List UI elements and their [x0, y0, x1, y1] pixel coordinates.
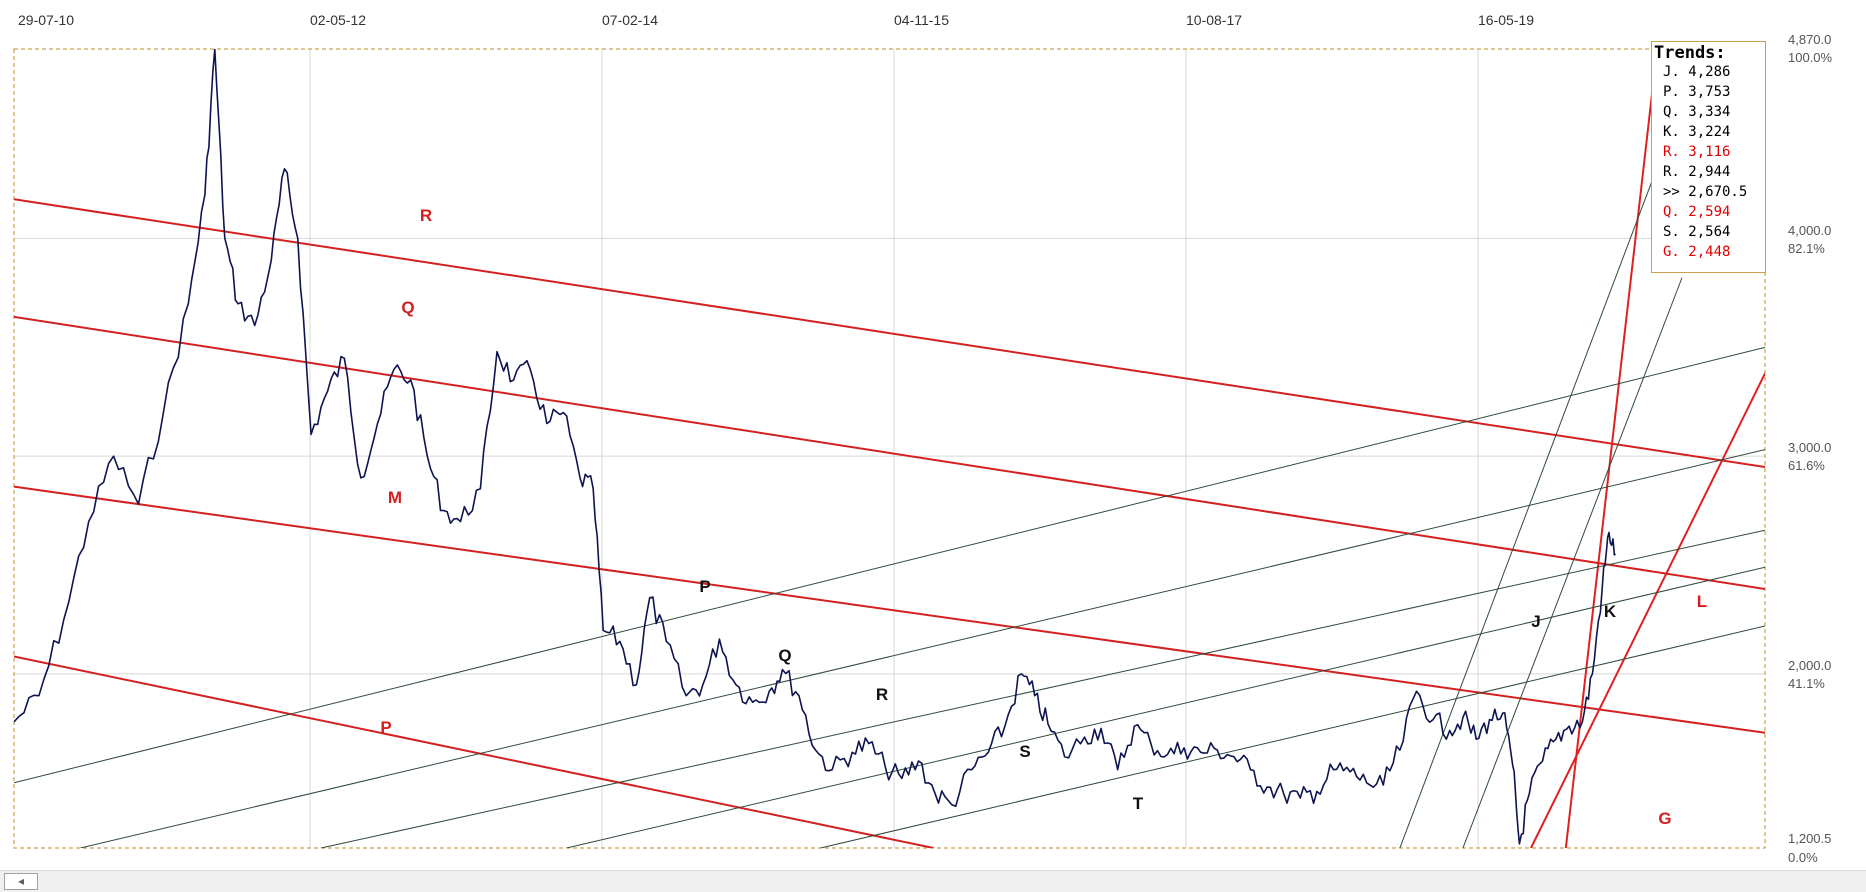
x-tick-label: 04-11-15 — [894, 12, 949, 28]
trend-label-r: R — [876, 685, 888, 704]
trend-label-p: P — [380, 718, 391, 737]
scroll-left-button[interactable]: ◂ — [4, 873, 38, 890]
trend-line-k — [1462, 277, 1683, 848]
trend-line-s — [566, 566, 1765, 848]
trend-label-r: R — [420, 206, 432, 225]
x-axis-ticks: 29-07-10 02-05-12 07-02-14 04-11-15 10-08-17… — [18, 12, 1534, 28]
y-tick-value: 1,200.5 — [1788, 831, 1831, 846]
y-tick-percent: 61.6% — [1788, 458, 1825, 473]
y-tick-percent: 82.1% — [1788, 241, 1825, 256]
trend-label-s: S — [1019, 742, 1030, 761]
trend-label-j: J — [1531, 612, 1540, 631]
trend-value-row: K. 3,224 — [1663, 124, 1731, 140]
trend-line-m — [14, 485, 1765, 734]
trend-value-row: G. 2,448 — [1663, 244, 1731, 260]
y-tick-percent: 41.1% — [1788, 676, 1825, 691]
trend-value-row: J. 4,286 — [1663, 64, 1731, 80]
trend-label-g: G — [1658, 809, 1671, 828]
y-tick-value: 3,000.0 — [1788, 440, 1831, 455]
y-tick-percent: 0.0% — [1788, 850, 1818, 865]
price-line — [14, 49, 1616, 845]
y-tick-value: 4,870.0 — [1788, 32, 1831, 47]
trend-value-row: Q. 2,594 — [1663, 204, 1731, 220]
trend-label-p: P — [699, 577, 710, 596]
trend-label-m: M — [388, 488, 402, 507]
trend-line-l — [1530, 372, 1765, 848]
x-tick-label: 07-02-14 — [602, 12, 658, 28]
trend-value-row: Q. 3,334 — [1663, 104, 1731, 120]
x-tick-label: 16-05-19 — [1478, 12, 1534, 28]
y-tick-percent: 100.0% — [1788, 50, 1833, 65]
trend-line-q — [80, 449, 1765, 848]
trend-line-g — [1564, 49, 1659, 848]
x-tick-label: 29-07-10 — [18, 12, 74, 28]
trend-value-row: R. 3,116 — [1663, 144, 1731, 160]
y-axis-ticks: 4,870.0 100.0% 4,000.0 82.1% 3,000.0 61.6% 2,0… — [1788, 32, 1833, 865]
trends-legend: Trends: J. 4,286 P. 3,753 Q. 3,334 K. 3,224… — [1651, 41, 1766, 273]
trend-label-t: T — [1133, 794, 1144, 813]
plot-border — [13, 48, 1766, 849]
trend-label-k: K — [1604, 602, 1617, 621]
trend-label-l: L — [1697, 592, 1707, 611]
trend-labels-layer: R Q M P L G P Q R S T J K — [380, 206, 1707, 828]
trend-label-q: Q — [401, 298, 414, 317]
grid-layer — [14, 49, 1765, 848]
chevron-left-icon: ◂ — [17, 874, 25, 888]
y-tick-value: 4,000.0 — [1788, 223, 1831, 238]
trend-line-p — [14, 346, 1765, 784]
trend-line-r — [320, 529, 1765, 848]
x-tick-label: 02-05-12 — [310, 12, 366, 28]
trend-line-r — [14, 198, 1765, 469]
trend-value-row: S. 2,564 — [1663, 224, 1731, 240]
price-line-layer — [14, 49, 1616, 845]
trend-line-p — [14, 655, 934, 848]
horizontal-scrollbar[interactable]: ◂ — [0, 870, 1866, 892]
trend-value-row: >> 2,670.5 — [1663, 184, 1748, 200]
trend-lines-layer — [14, 49, 1765, 848]
trend-line-t — [820, 625, 1765, 848]
trend-line-q — [14, 315, 1765, 590]
trends-rows: J. 4,286 P. 3,753 Q. 3,334 K. 3,224 R. 3,116… — [1652, 62, 1765, 262]
x-tick-label: 10-08-17 — [1186, 12, 1242, 28]
trend-label-q: Q — [778, 646, 791, 665]
trends-title: Trends: — [1654, 43, 1726, 63]
y-tick-value: 2,000.0 — [1788, 658, 1831, 673]
trend-value-row: R. 2,944 — [1663, 164, 1731, 180]
trend-value-row: P. 3,753 — [1663, 84, 1731, 100]
